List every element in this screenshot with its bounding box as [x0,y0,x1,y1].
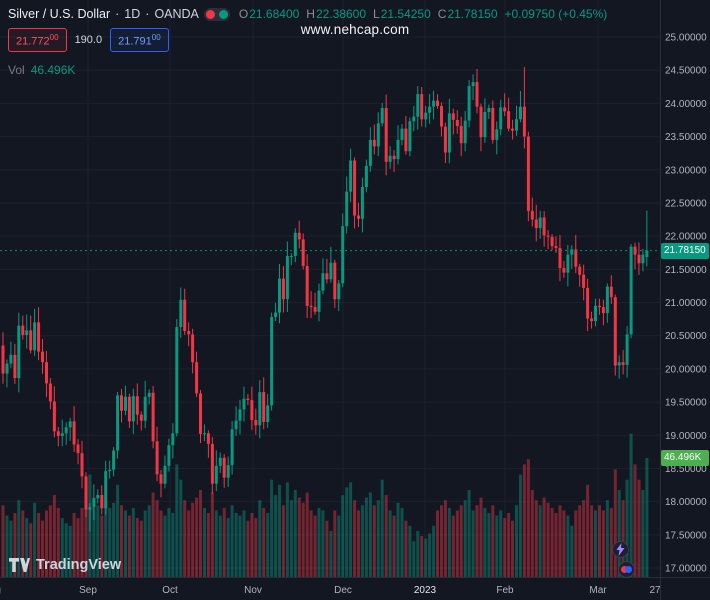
svg-text:24.00000: 24.00000 [665,99,707,110]
exchange-name[interactable]: OANDA [154,7,199,21]
tradingview-logo-text: TradingView [36,557,122,573]
svg-text:Nov: Nov [244,585,262,596]
close-value: 21.78150 [447,7,498,21]
symbol-title[interactable]: Silver / U.S. Dollar [8,7,111,21]
reactions-button[interactable] [618,561,635,578]
separator-dot: · [115,7,120,21]
svg-text:Aug: Aug [0,585,1,596]
volume-bars [1,433,649,577]
svg-text:Feb: Feb [496,585,514,596]
trade-buttons-row: 21.77200 190.0 21.79100 [8,28,607,52]
price-axis[interactable] [660,0,710,577]
svg-text:20.50000: 20.50000 [665,331,707,342]
svg-text:22.00000: 22.00000 [665,232,707,243]
svg-text:21.50000: 21.50000 [665,265,707,276]
svg-text:Oct: Oct [162,585,178,596]
buy-price-button[interactable]: 21.79100 [110,28,169,52]
blue-circle-icon [625,566,632,573]
svg-text:Mar: Mar [589,585,607,596]
low-label: L [373,7,380,21]
close-label: C [437,7,447,21]
svg-text:17.00000: 17.00000 [665,564,707,575]
svg-text:27: 27 [649,585,661,596]
open-value: 21.68400 [249,7,300,21]
symbol-row: Silver / U.S. Dollar · 1D · OANDA O 21.68… [8,7,607,21]
red-circle-icon [621,566,628,573]
svg-text:19.50000: 19.50000 [665,398,707,409]
svg-text:19.00000: 19.00000 [665,431,707,442]
change-value: +0.09750 (+0.45%) [504,7,608,21]
watermark-text: www.nehcap.com [300,22,410,37]
svg-text:21.00000: 21.00000 [665,298,707,309]
interval-value[interactable]: 1D [124,7,141,21]
svg-text:25.00000: 25.00000 [665,33,707,44]
open-label: O [238,7,249,21]
candles [1,66,649,532]
svg-text:23.50000: 23.50000 [665,132,707,143]
legend: Silver / U.S. Dollar · 1D · OANDA O 21.68… [8,7,607,77]
broker-toggle-icon[interactable] [203,7,230,21]
gridlines [0,0,660,577]
high-value: 22.38600 [315,7,367,21]
svg-text:18.00000: 18.00000 [665,497,707,508]
volume-badge: 46.496K [661,449,709,466]
red-dot-icon [205,9,215,19]
high-label: H [306,7,315,21]
reactions-icon [621,566,632,573]
volume-value: 46.496K [30,62,76,77]
svg-text:20.00000: 20.00000 [665,364,707,375]
svg-text:17.50000: 17.50000 [665,530,707,541]
sell-price-button[interactable]: 21.77200 [8,28,67,52]
svg-text:22.50000: 22.50000 [665,198,707,209]
tradingview-logo-icon [9,558,30,572]
svg-text:2023: 2023 [414,585,437,596]
axis-labels: 25.00000 24.50000 24.00000 23.50000 23.00000… [0,33,707,597]
svg-text:Sep: Sep [79,585,97,596]
low-value: 21.54250 [380,7,431,21]
time-axis[interactable] [0,577,710,600]
tradingview-logo[interactable]: TradingView [9,557,121,573]
svg-text:24.50000: 24.50000 [665,66,707,77]
green-dot-icon [218,9,228,19]
svg-text:18.50000: 18.50000 [665,464,707,475]
ohlc-values: O 21.68400 H 22.38600 L 21.54250 C 21.78150 … [239,7,607,21]
volume-label[interactable]: Vol [8,62,25,77]
separator-dot: · [145,7,150,21]
spread-value: 190.0 [74,33,103,46]
svg-text:23.00000: 23.00000 [665,165,707,176]
volume-row: Vol 46.496K [8,63,607,77]
lightning-button[interactable] [612,541,629,558]
lightning-icon [616,543,625,556]
last-price-badge: 21.78150 [661,242,709,259]
svg-text:Dec: Dec [334,585,352,596]
